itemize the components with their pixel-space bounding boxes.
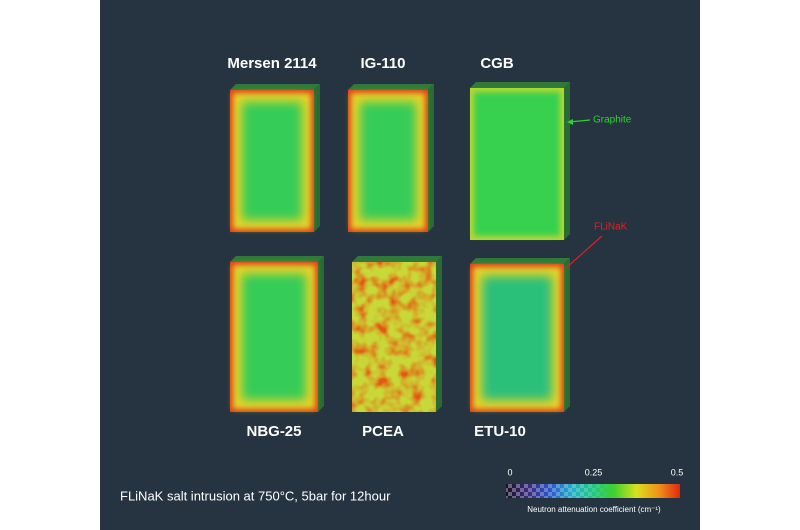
block-side <box>436 256 442 412</box>
colorbar-tick-label: 0.5 <box>671 467 684 477</box>
block-core <box>360 102 416 220</box>
sample-label: IG-110 <box>360 55 405 72</box>
caption: FLiNaK salt intrusion at 750°C, 5bar for… <box>120 488 391 503</box>
sample-label: ETU-10 <box>474 423 526 440</box>
sample-block <box>470 82 570 240</box>
sample-block <box>470 258 570 412</box>
block-top <box>230 84 320 90</box>
flinak-label: FLiNaK <box>594 222 628 233</box>
sample-block <box>352 256 442 412</box>
block-top <box>352 256 442 262</box>
colorbar-label: Neutron attenuation coefficient (cm⁻¹) <box>527 505 661 514</box>
block-top <box>348 84 434 90</box>
flinak-arrow <box>565 235 603 269</box>
block-core <box>242 274 306 400</box>
block-top <box>470 82 570 88</box>
sample-label: Mersen 2114 <box>227 55 317 72</box>
block-core <box>242 102 302 220</box>
block-core <box>482 276 552 400</box>
sample-label: CGB <box>480 55 514 72</box>
sample-block <box>348 84 434 232</box>
colorbar-tick-label: 0.25 <box>585 467 603 477</box>
sample-label: PCEA <box>362 423 404 440</box>
block-side <box>318 256 324 412</box>
block-top <box>230 256 324 262</box>
block-side <box>564 258 570 412</box>
block-face <box>352 262 436 412</box>
block-side <box>428 84 434 232</box>
graphite-arrowhead <box>567 119 573 125</box>
graphite-label: Graphite <box>593 115 632 126</box>
sample-label: NBG-25 <box>246 423 301 440</box>
block-top <box>470 258 570 264</box>
colorbar-tick-label: 0 <box>507 467 512 477</box>
block-side <box>314 84 320 232</box>
block-side <box>564 82 570 240</box>
block-core <box>474 92 560 236</box>
sample-block <box>230 84 320 232</box>
sample-block <box>230 256 324 412</box>
colorbar-checker <box>506 484 680 498</box>
